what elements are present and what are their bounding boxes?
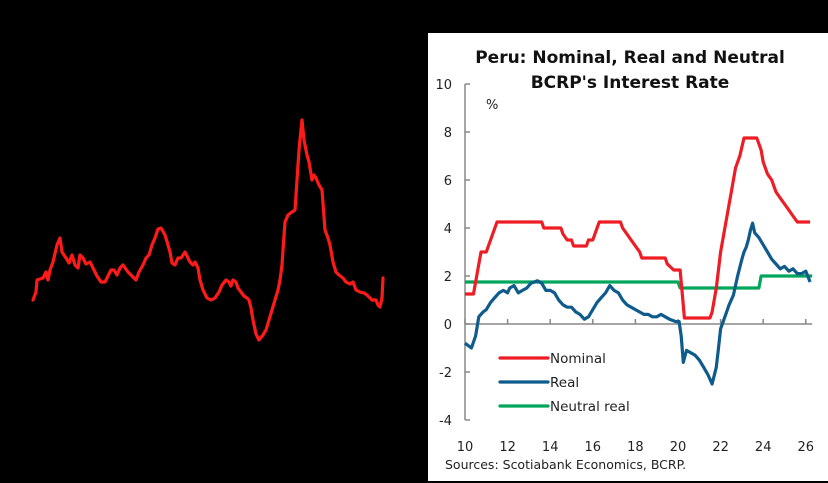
y-tick-label: -4 xyxy=(439,414,452,429)
x-tick-label: 24 xyxy=(755,440,772,455)
series-group xyxy=(464,136,813,386)
right-chart-canvas: Peru: Nominal, Real and Neutral BCRP's I… xyxy=(435,48,814,472)
y-tick-label: 4 xyxy=(444,222,452,237)
chart-title-line-1: Peru: Nominal, Real and Neutral xyxy=(475,48,785,68)
x-tick-label: 16 xyxy=(585,440,602,455)
x-tick-label: 10 xyxy=(457,440,474,455)
y-tick-label: 6 xyxy=(444,174,452,189)
legend: Nominal Real Neutral real xyxy=(498,351,630,415)
x-tick-label: 12 xyxy=(499,440,516,455)
y-tick-label: 8 xyxy=(444,126,452,141)
x-tick-label: 20 xyxy=(670,440,687,455)
y-tick-label: -2 xyxy=(439,366,452,381)
legend-label: Neutral real xyxy=(550,399,630,415)
y-tick-label: 2 xyxy=(444,270,452,285)
left-chart-panel xyxy=(31,118,385,342)
series-line-nominal xyxy=(465,136,811,320)
left-chart-canvas xyxy=(31,118,385,342)
source-note: Sources: Scotiabank Economics, BCRP. xyxy=(445,457,686,472)
x-tick-label: 14 xyxy=(542,440,559,455)
series-line-neutral-real xyxy=(465,274,813,290)
y-axis: 10 8 6 4 2 0 -2 -4 xyxy=(435,78,470,429)
y-tick-label: 0 xyxy=(444,318,452,333)
x-tick-label: 22 xyxy=(712,440,729,455)
x-tick-label: 18 xyxy=(627,440,644,455)
left-series-line xyxy=(31,118,385,342)
legend-label: Nominal xyxy=(550,351,606,367)
x-axis: 10 12 14 16 18 20 22 24 26 xyxy=(457,319,814,455)
legend-label: Real xyxy=(550,375,579,391)
y-tick-label: 10 xyxy=(435,78,452,93)
chart-title-line-2: BCRP's Interest Rate xyxy=(531,73,730,93)
series-line-real xyxy=(464,221,812,386)
y-unit-label: % xyxy=(486,98,498,113)
x-tick-label: 26 xyxy=(798,440,815,455)
right-chart-panel: Peru: Nominal, Real and Neutral BCRP's I… xyxy=(428,33,828,481)
